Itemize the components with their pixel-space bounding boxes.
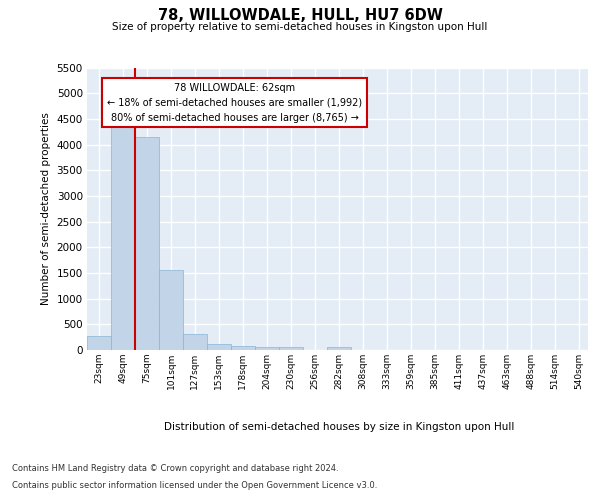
Bar xyxy=(159,270,183,350)
Text: Distribution of semi-detached houses by size in Kingston upon Hull: Distribution of semi-detached houses by … xyxy=(164,422,514,432)
Bar xyxy=(327,347,350,350)
Bar xyxy=(135,137,159,350)
Y-axis label: Number of semi-detached properties: Number of semi-detached properties xyxy=(41,112,51,305)
Bar xyxy=(255,347,278,350)
Text: 78, WILLOWDALE, HULL, HU7 6DW: 78, WILLOWDALE, HULL, HU7 6DW xyxy=(158,8,442,22)
Bar xyxy=(279,347,302,350)
Text: 78 WILLOWDALE: 62sqm
← 18% of semi-detached houses are smaller (1,992)
80% of se: 78 WILLOWDALE: 62sqm ← 18% of semi-detac… xyxy=(107,83,362,122)
Text: Contains public sector information licensed under the Open Government Licence v3: Contains public sector information licen… xyxy=(12,481,377,490)
Bar xyxy=(207,344,231,350)
Text: Contains HM Land Registry data © Crown copyright and database right 2024.: Contains HM Land Registry data © Crown c… xyxy=(12,464,338,473)
Bar xyxy=(183,334,207,350)
Bar xyxy=(87,336,111,350)
Text: Size of property relative to semi-detached houses in Kingston upon Hull: Size of property relative to semi-detach… xyxy=(112,22,488,32)
Bar xyxy=(111,122,135,350)
Bar xyxy=(231,346,254,350)
